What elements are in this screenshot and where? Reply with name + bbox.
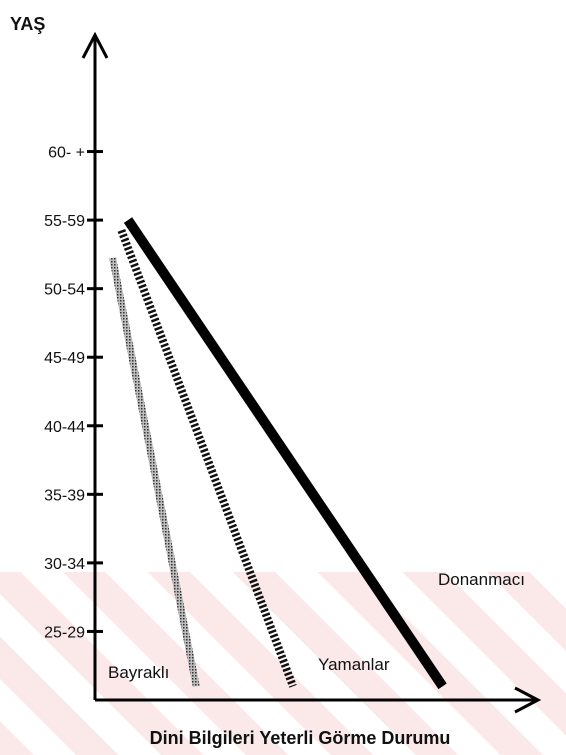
- y-tick-label: 45-49: [44, 350, 85, 367]
- series-label-bayrakli: Bayraklı: [108, 663, 169, 682]
- y-tick-label: 55-59: [44, 213, 85, 230]
- y-tick-label: 50-54: [44, 282, 85, 299]
- y-tick-label: 25-29: [44, 624, 85, 641]
- y-axis-title: YAŞ: [10, 14, 45, 34]
- y-tick-label: 30-34: [44, 556, 85, 573]
- x-axis-title: Dini Bilgileri Yeterli Görme Durumu: [150, 728, 451, 748]
- series-label-donanmaci: Donanmacı: [438, 570, 525, 589]
- y-tick-label: 60- +: [48, 145, 85, 162]
- series-label-yamanlar: Yamanlar: [318, 655, 390, 674]
- y-tick-label: 35-39: [44, 487, 85, 504]
- y-tick-label: 40-44: [44, 419, 85, 436]
